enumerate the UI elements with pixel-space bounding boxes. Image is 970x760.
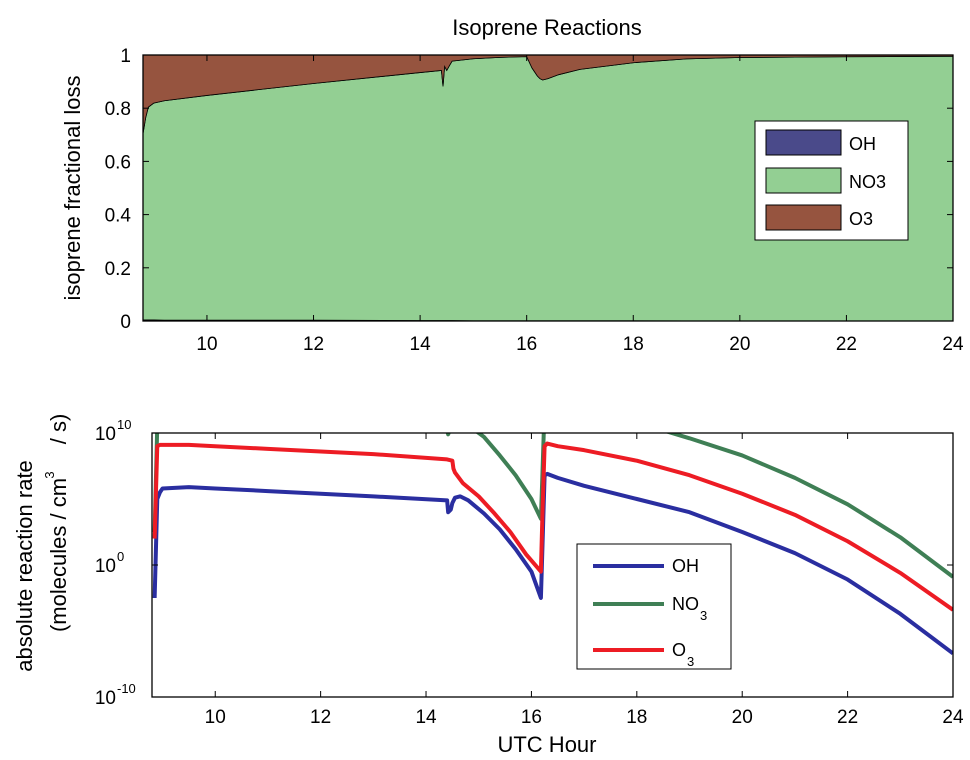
area-y-tick-label: 0.8 (105, 99, 131, 120)
area-x-tick-label: 24 (942, 334, 964, 355)
line-series-o3 (152, 441, 953, 612)
line-x-tick-label: 22 (837, 707, 858, 728)
area-y-tick-label: 0.4 (105, 206, 132, 227)
area-y-axis-label: isoprene fractional loss (60, 75, 85, 300)
legend-label-oh: OH (849, 134, 876, 154)
chart-title: Isoprene Reactions (452, 15, 642, 40)
legend-text-oh: OH (672, 556, 699, 576)
legend-text-no3: NO (672, 594, 699, 614)
legend-label-o3: O3 (849, 209, 873, 229)
area-plot-frame (142, 54, 954, 322)
area-y-tick-label: 0 (120, 312, 131, 333)
legend-swatch-oh (765, 129, 842, 156)
area-chart: Isoprene Reactions 10 12 14 16 18 20 22 24 0 0.2… (60, 15, 964, 355)
area-y-tick-label: 1 (120, 46, 131, 67)
units-superscript: 3 (42, 471, 57, 478)
area-x-tick-label: 10 (196, 334, 217, 355)
line-x-tick-label: 12 (310, 707, 331, 728)
line-y-tick-exponent: 10 (117, 417, 131, 432)
line-y-tick-exponent: -10 (117, 681, 136, 696)
area-y-tick-label: 0.2 (105, 259, 131, 280)
line-y-tick-base: 10 (95, 424, 116, 445)
area-y-ticks: 0 0.2 0.4 0.6 0.8 1 (105, 46, 953, 333)
legend-sub-o3: 3 (687, 654, 694, 669)
area-x-tick-label: 22 (836, 334, 857, 355)
line-y-tick-base: 10 (95, 556, 116, 577)
units-main: (molecules / cm (46, 478, 71, 632)
area-legend: OH NO3 O3 (754, 120, 909, 241)
area-y-tick-label: 0.6 (105, 152, 131, 173)
legend-text-o3: O (672, 640, 686, 660)
legend-sub-no3: 3 (700, 608, 707, 623)
area-x-tick-label: 18 (623, 334, 644, 355)
line-legend: OH NO 3 O 3 (576, 543, 732, 670)
units-text: (molecules / cm (46, 478, 71, 632)
line-y-tick-base: 10 (95, 688, 116, 709)
area-x-ticks: 10 12 14 16 18 20 22 24 (196, 55, 964, 355)
line-y-axis-label: absolute reaction rate (12, 460, 37, 672)
area-x-tick-label: 16 (516, 334, 537, 355)
legend-swatch-o3 (765, 204, 842, 231)
line-x-ticks: 10 12 14 16 18 20 22 24 (205, 433, 964, 728)
line-x-tick-label: 14 (415, 707, 437, 728)
area-x-tick-label: 14 (410, 334, 432, 355)
units-tail: / s) (46, 414, 71, 445)
line-series-no3 (152, 433, 953, 579)
line-y-tick-exponent: 0 (117, 549, 124, 564)
line-x-tick-label: 10 (205, 707, 226, 728)
line-x-axis-label: UTC Hour (497, 732, 596, 757)
legend-label-no3: NO3 (849, 172, 886, 192)
line-x-tick-label: 18 (626, 707, 647, 728)
area-x-tick-label: 20 (729, 334, 750, 355)
line-x-tick-label: 24 (942, 707, 964, 728)
line-plot (152, 433, 953, 656)
line-x-tick-label: 20 (732, 707, 753, 728)
line-series-oh (152, 471, 953, 656)
area-x-tick-label: 12 (303, 334, 324, 355)
line-y-axis-label-units: (molecules / cm 3 / s) (42, 414, 71, 632)
line-x-tick-label: 16 (521, 707, 542, 728)
line-plot-frame (151, 432, 954, 698)
legend-swatch-no3 (765, 167, 842, 194)
